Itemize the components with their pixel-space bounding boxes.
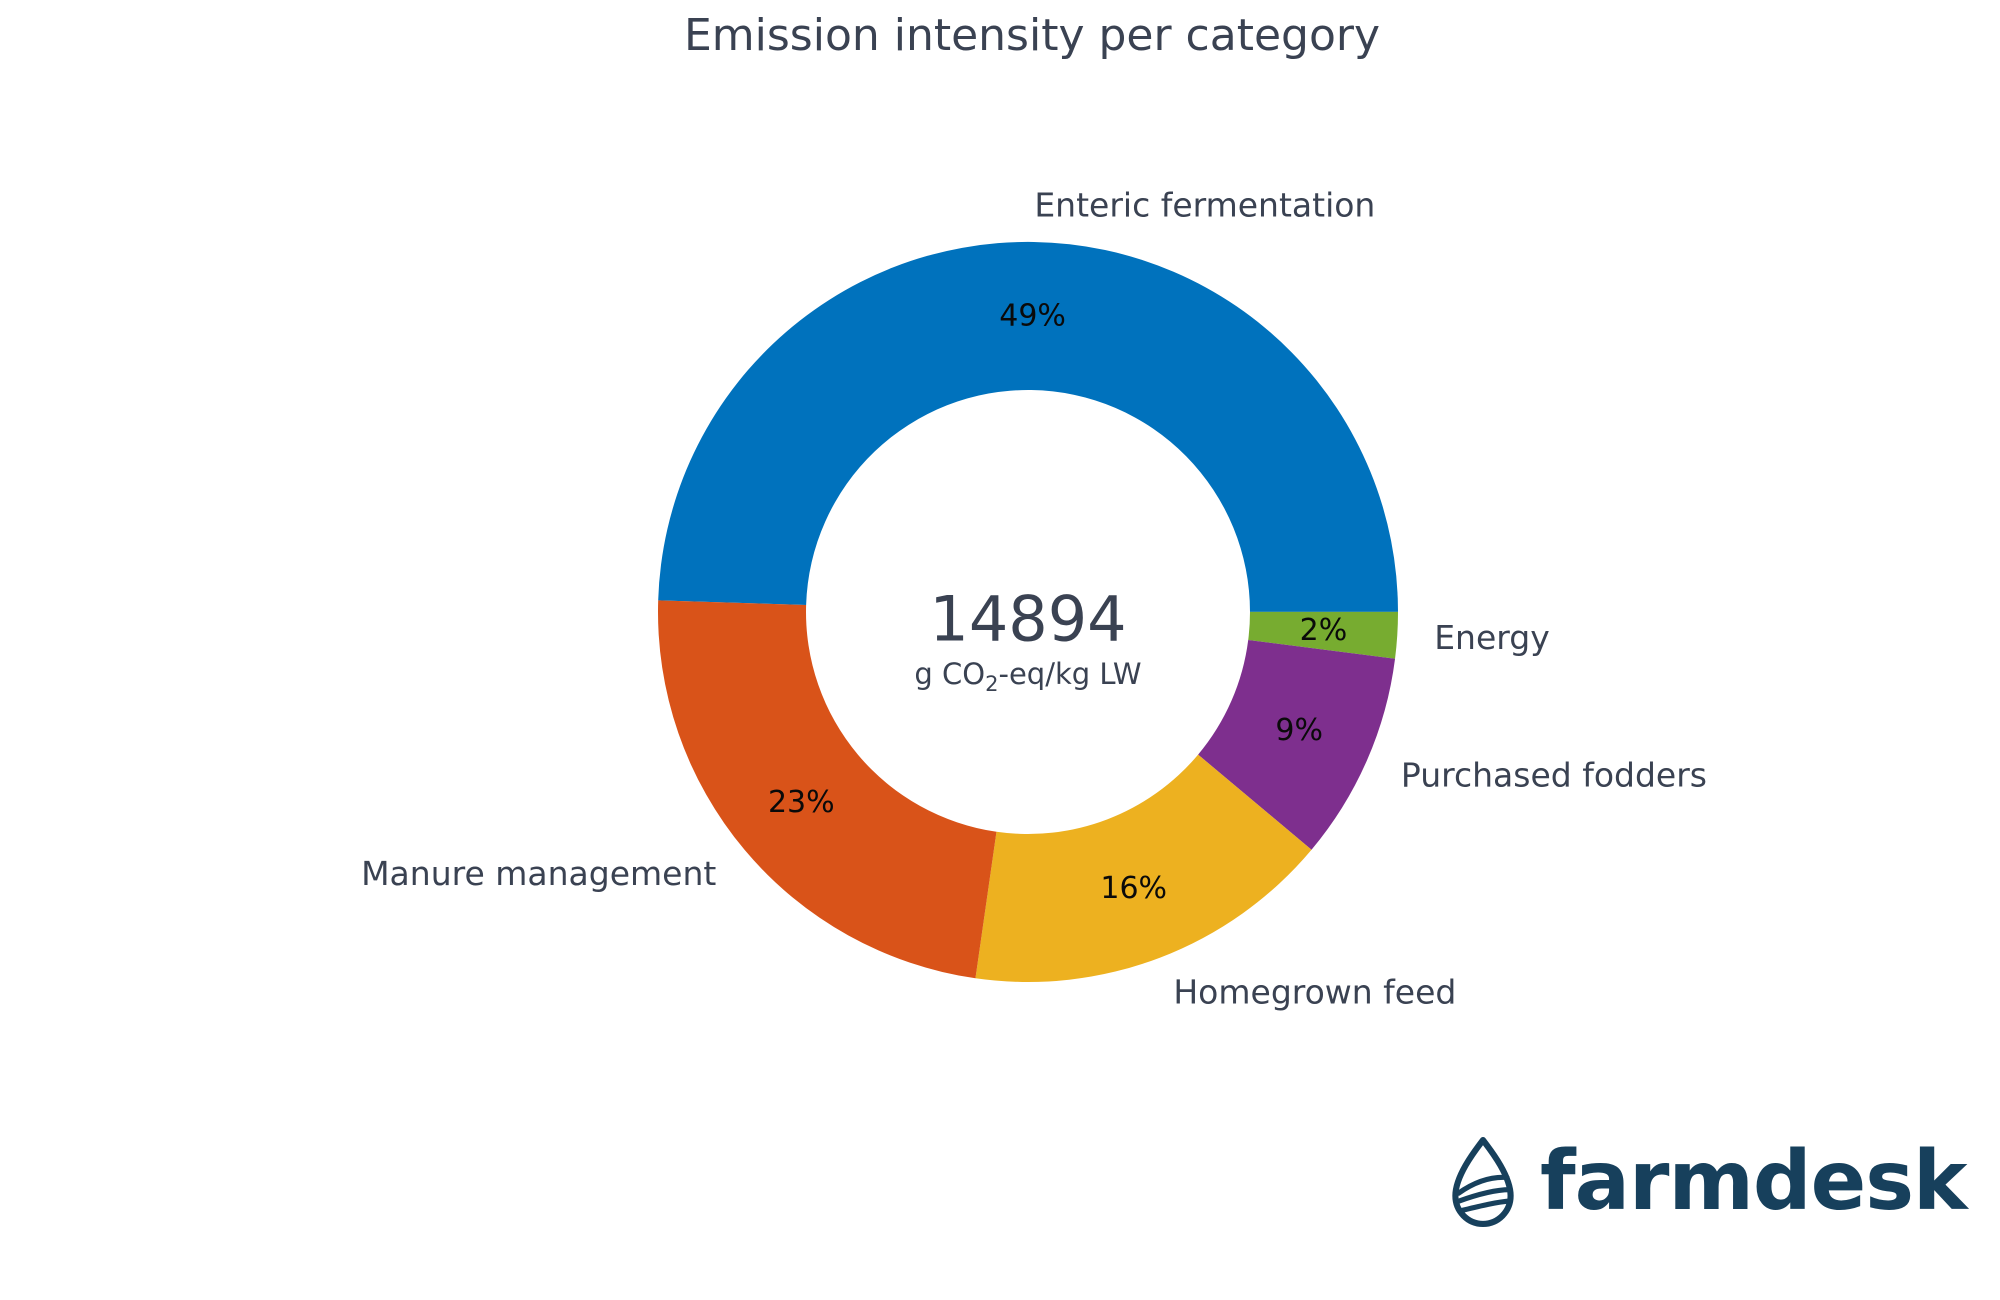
pct-label-homegrown-feed: 16% <box>1100 871 1167 906</box>
pie-slice-energy <box>1248 611 1398 659</box>
chart-title: Emission intensity per category <box>683 10 1381 61</box>
unit-suffix: -eq/kg LW <box>998 657 1142 691</box>
pct-label-energy: 2% <box>1300 613 1348 648</box>
pct-label-enteric-fermentation: 49% <box>999 299 1066 334</box>
pie-slice-manure-management <box>657 600 997 979</box>
pie-slice-enteric-fermentation <box>658 241 1398 612</box>
slice-label-energy: Energy <box>1434 618 1550 657</box>
farmdesk-wordmark: farmdesk <box>1540 1134 1968 1229</box>
unit-prefix: g CO <box>914 657 986 691</box>
pie-slice-homegrown-feed <box>975 754 1312 982</box>
unit-subscript: 2 <box>985 671 999 696</box>
pct-label-manure-management: 23% <box>768 785 835 820</box>
slice-label-purchased-fodders: Purchased fodders <box>1401 756 1707 795</box>
donut-center-unit: g CO2-eq/kg LW <box>914 657 1142 694</box>
water-drop-crop-rows-icon <box>1452 1137 1514 1227</box>
pct-label-purchased-fodders: 9% <box>1275 713 1323 748</box>
slice-label-enteric-fermentation: Enteric fermentation <box>1034 186 1375 225</box>
donut-center-value: 14894 <box>929 582 1127 656</box>
slice-label-manure-management: Manure management <box>361 854 716 893</box>
pie-slice-purchased-fodders <box>1198 640 1396 850</box>
farmdesk-logo: farmdesk <box>1448 1134 1968 1229</box>
slice-label-homegrown-feed: Homegrown feed <box>1173 973 1456 1012</box>
